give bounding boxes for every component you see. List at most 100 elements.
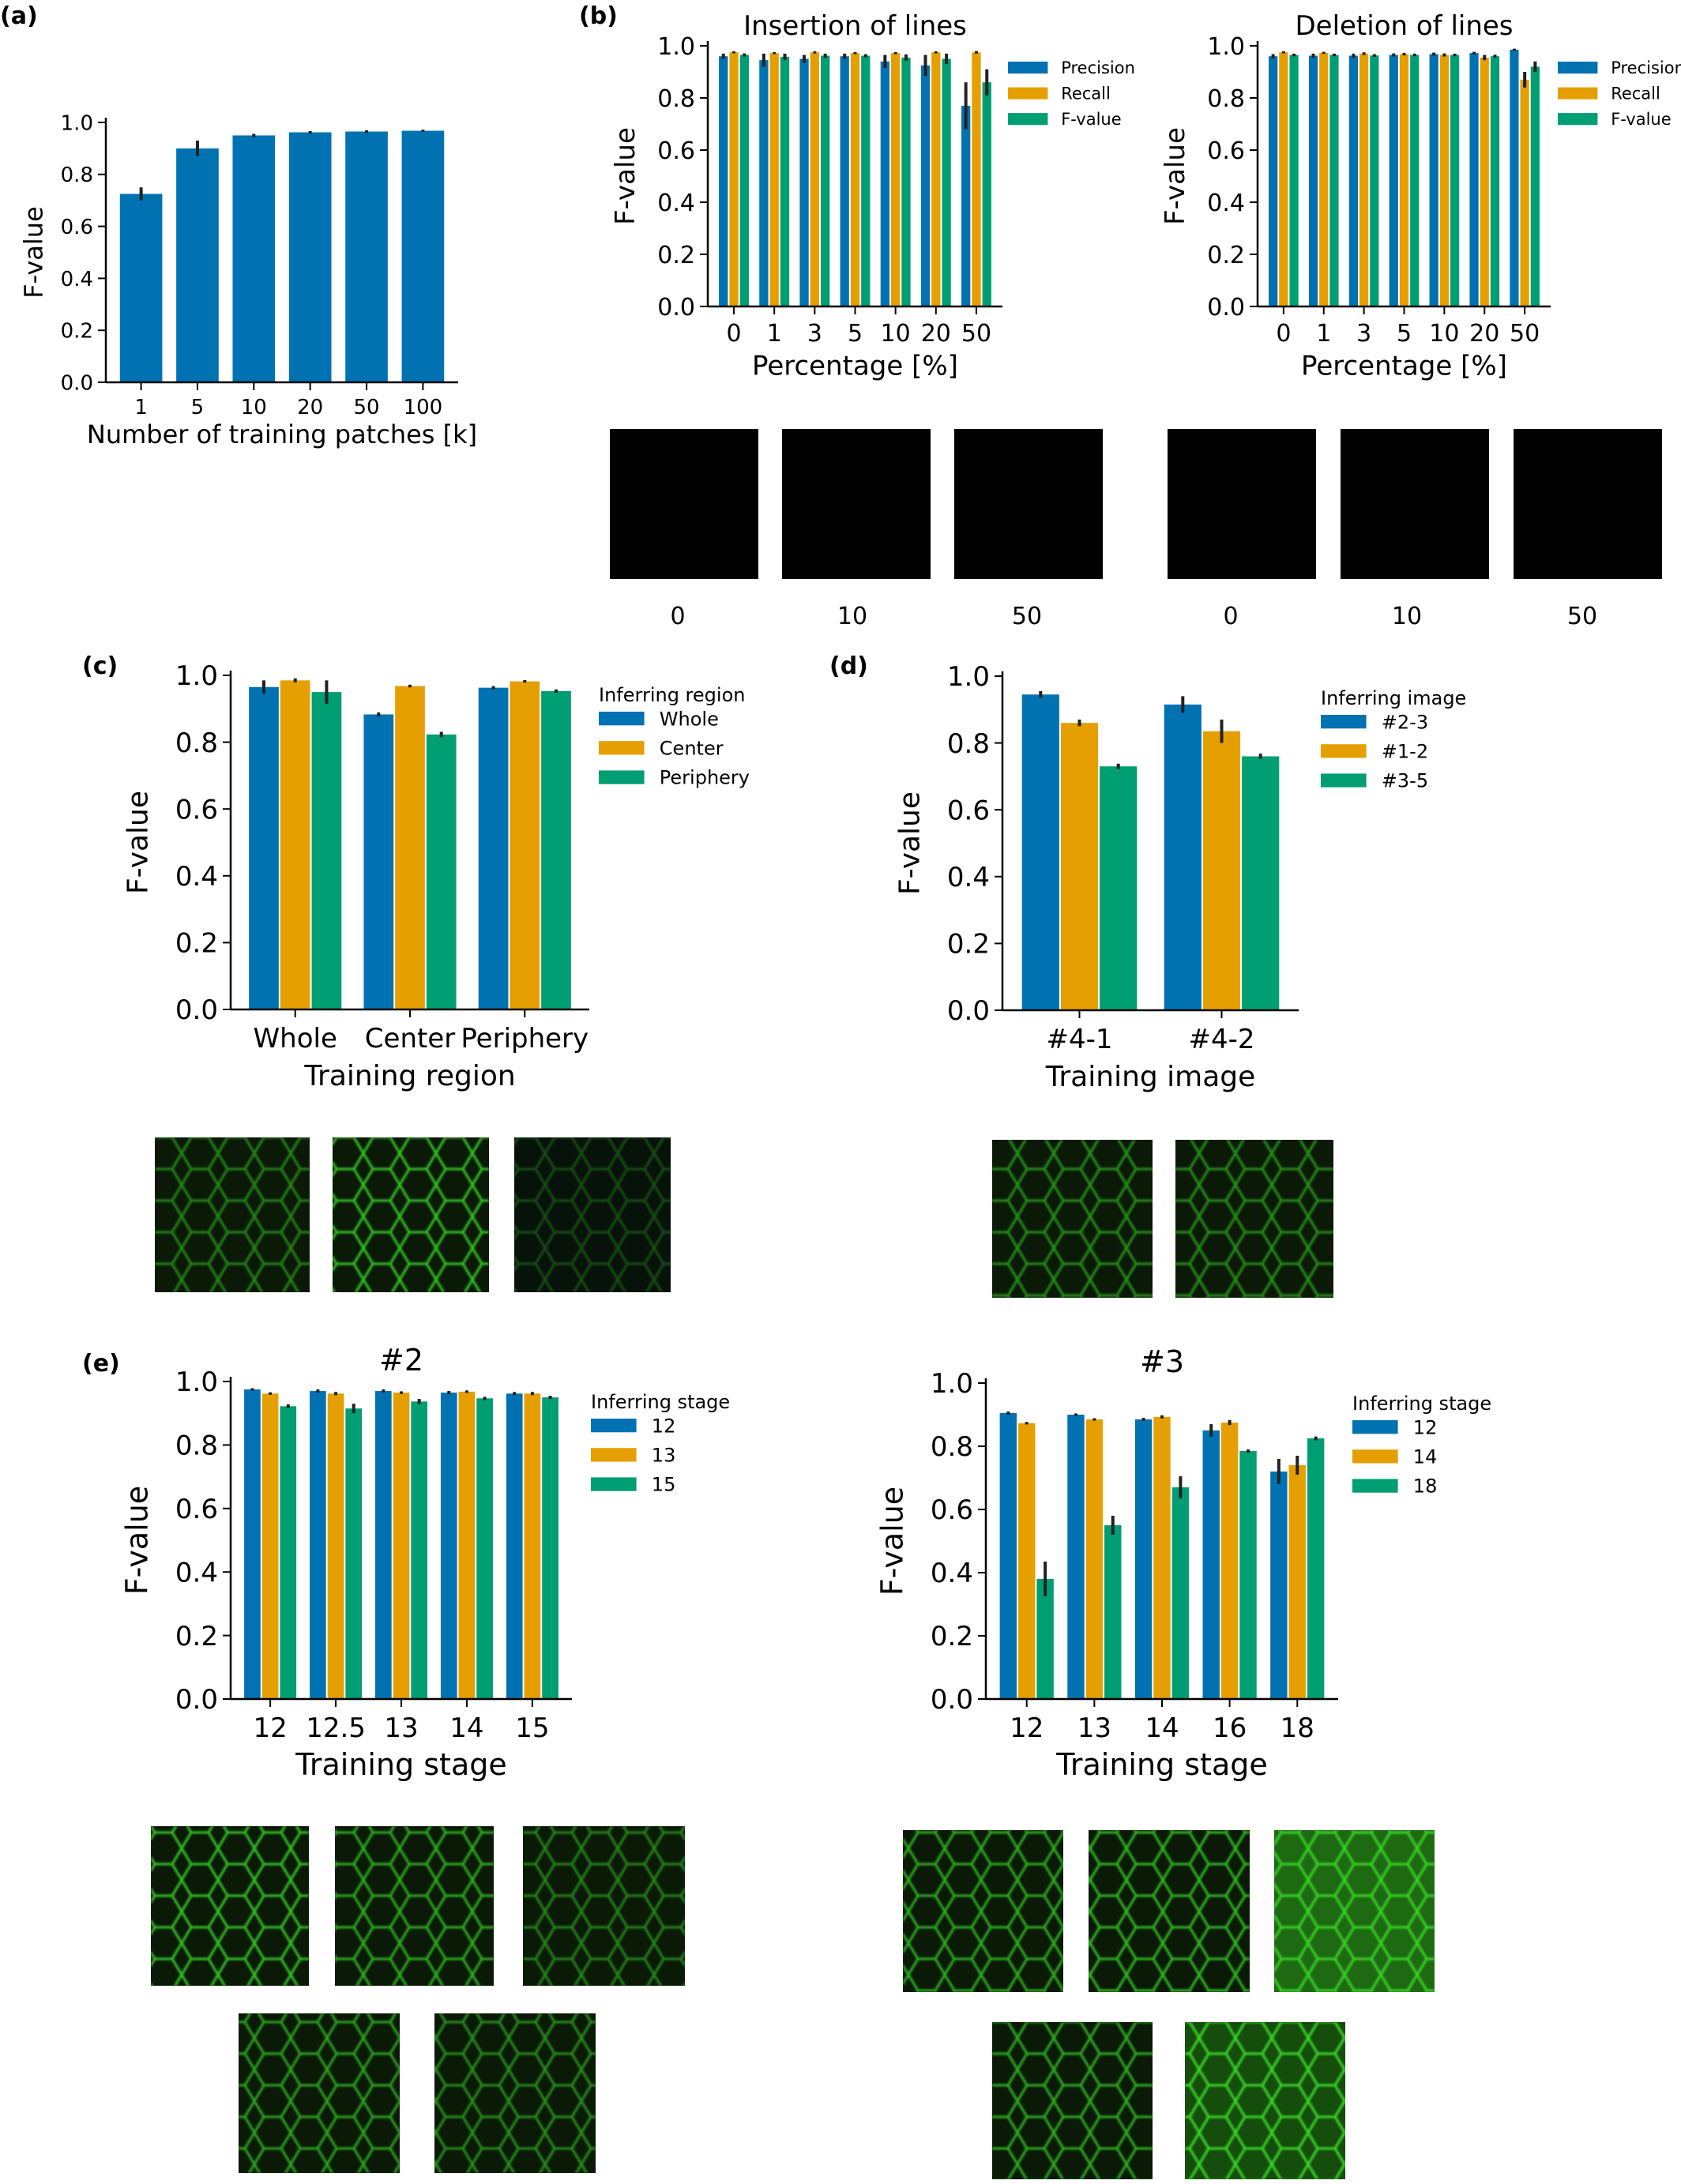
legend-swatch — [591, 1448, 637, 1462]
micrograph-e2-12 — [151, 1826, 309, 1986]
legend-entry: 13 — [652, 1445, 676, 1467]
y-tick-label: 0.4 — [1207, 190, 1245, 217]
bar — [972, 52, 981, 306]
x-tick-label: 20 — [921, 320, 951, 348]
bar — [1307, 1438, 1325, 1699]
micrograph-e2-15 — [434, 2013, 596, 2173]
legend-swatch — [591, 1419, 637, 1433]
y-tick-label: 0.8 — [61, 164, 93, 187]
x-axis-label: Training stage — [1055, 1747, 1268, 1782]
micrograph-d-4-1 — [992, 1140, 1153, 1298]
x-tick-label: #4-1 — [1046, 1024, 1112, 1055]
bar — [232, 135, 276, 382]
bar — [1242, 756, 1280, 1010]
bar — [345, 1408, 363, 1699]
bar — [280, 1406, 297, 1699]
x-tick-label: 12 — [1010, 1712, 1044, 1744]
y-tick-label: 0.8 — [931, 1431, 973, 1463]
y-tick-label: 0.2 — [61, 320, 93, 344]
bar — [1067, 1415, 1085, 1699]
x-tick-label: 50 — [961, 320, 991, 348]
y-tick-label: 0.2 — [175, 1621, 218, 1652]
mask-thumb-insertion-10 — [782, 429, 931, 579]
bar — [840, 56, 849, 306]
y-tick-label: 0.6 — [657, 137, 695, 165]
bar — [999, 1413, 1017, 1699]
bar — [931, 52, 941, 306]
x-tick-label: 100 — [404, 396, 443, 419]
bar — [542, 1397, 558, 1699]
bar — [1530, 66, 1540, 307]
legend-title: Inferring stage — [591, 1391, 730, 1413]
bar — [1348, 55, 1359, 306]
x-tick-label: 5 — [191, 396, 205, 419]
bar — [249, 686, 279, 1009]
bar — [1359, 53, 1369, 307]
x-tick-label: 20 — [1469, 320, 1499, 348]
x-tick-label: Periphery — [461, 1023, 589, 1054]
x-tick-label: 13 — [1077, 1712, 1111, 1744]
y-axis-label: F-value — [894, 791, 927, 895]
bar — [1439, 55, 1449, 307]
bar — [1100, 766, 1138, 1010]
legend-entry: Periphery — [660, 767, 750, 789]
chart-stage-3: #3 0.0 0.2 0.4 0.6 0.8 1.0 12 13 14 16 18 Training s… — [875, 1344, 1492, 1782]
bar — [393, 1393, 410, 1699]
bar — [891, 53, 901, 307]
y-tick-label: 0.2 — [175, 928, 218, 960]
y-tick-label: 0.8 — [657, 85, 695, 113]
y-axis-label: F-value — [875, 1487, 910, 1596]
y-tick-label: 1.0 — [657, 33, 695, 61]
bar — [1018, 1423, 1036, 1699]
micrograph-e3-18 — [1185, 2022, 1345, 2179]
panel-label-e: (e) — [82, 1350, 120, 1378]
bar — [327, 1393, 344, 1699]
x-tick-label: #4-2 — [1188, 1024, 1254, 1055]
bar — [719, 56, 728, 306]
legend-swatch — [599, 770, 645, 784]
legend-entry: 18 — [1413, 1475, 1438, 1498]
mask-thumbnails — [610, 429, 1662, 579]
legend-title: Inferring stage — [1352, 1393, 1491, 1415]
legend-swatch — [1558, 62, 1598, 74]
y-tick-label: 0.6 — [931, 1494, 973, 1526]
bar — [1036, 1579, 1054, 1699]
legend-entry: Whole — [660, 708, 719, 730]
bar — [345, 131, 388, 382]
legend-swatch — [1352, 1420, 1398, 1434]
panel-label-b: (b) — [579, 2, 618, 30]
bar — [1510, 49, 1519, 306]
x-tick-label: 1 — [767, 320, 782, 348]
bar — [541, 690, 571, 1009]
y-tick-label: 1.0 — [61, 111, 93, 135]
x-tick-label: 0 — [726, 320, 741, 348]
micrograph-c-whole — [155, 1137, 310, 1292]
legend-entry: 12 — [1413, 1416, 1438, 1438]
bar — [1104, 1525, 1122, 1699]
mask-caption-deletion-10: 10 — [1392, 603, 1422, 630]
mask-captions: 0 10 50 0 10 50 — [670, 603, 1597, 630]
legend: Inferring image#2-3 #1-2 #3-5 — [1321, 687, 1466, 792]
bar — [363, 714, 394, 1009]
y-tick-label: 0.2 — [1207, 242, 1245, 269]
y-tick-label: 0.8 — [947, 728, 990, 760]
bar — [401, 130, 445, 382]
legend-entry: #1-2 — [1382, 741, 1428, 763]
legend-swatch — [1352, 1449, 1398, 1464]
bar — [1060, 723, 1099, 1010]
bar — [1270, 1472, 1288, 1699]
x-tick-label: 0 — [1276, 320, 1291, 348]
x-axis-label: Training stage — [295, 1747, 507, 1782]
chart-training-image: 0.0 0.2 0.4 0.6 0.8 1.0 #4-1 #4-2 Training image… — [894, 661, 1467, 1093]
bar — [769, 53, 779, 307]
legend-swatch — [1321, 715, 1367, 729]
bar — [374, 1391, 392, 1699]
mask-caption-deletion-50: 50 — [1567, 603, 1597, 630]
micrograph-e2-12-5 — [335, 1826, 494, 1986]
bar — [510, 681, 540, 1009]
x-axis-label: Training image — [1045, 1061, 1256, 1093]
x-tick-label: 1 — [134, 396, 148, 419]
y-tick-label: 1.0 — [1207, 33, 1245, 61]
